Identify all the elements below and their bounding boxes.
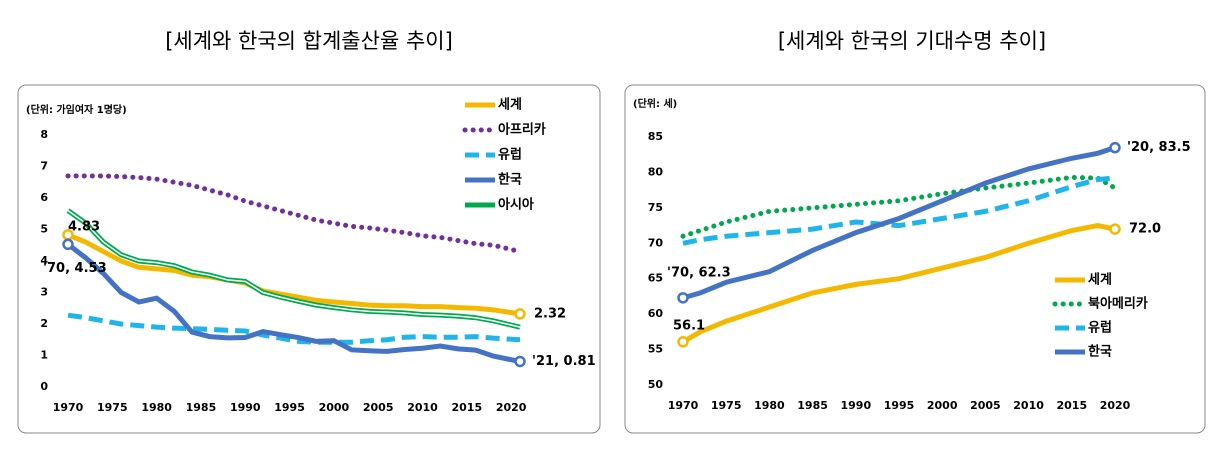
y-tick-label: 2 — [40, 317, 48, 330]
x-tick-label: 2020 — [1100, 399, 1131, 412]
x-tick-label: 1970 — [53, 401, 84, 414]
annotation: '20, 83.5 — [1127, 140, 1191, 155]
y-tick-label: 7 — [40, 160, 48, 173]
legend-label: 세계 — [498, 98, 522, 113]
end-marker — [62, 238, 74, 251]
legend-label: 한국 — [1088, 344, 1112, 360]
series-line — [65, 173, 523, 255]
annotation: '21, 0.81 — [532, 354, 596, 369]
y-tick-label: 8 — [40, 128, 48, 141]
end-marker — [1109, 223, 1121, 235]
y-tick-label: 60 — [648, 307, 664, 320]
annotation: '70, 4.53 — [43, 261, 107, 276]
x-tick-label: 2010 — [407, 401, 438, 414]
x-tick-label: 1990 — [230, 401, 261, 414]
legend-label: 유럽 — [1088, 321, 1112, 336]
annotation: 72.0 — [1129, 222, 1161, 237]
x-tick-label: 1970 — [668, 399, 699, 412]
legend-label: 유럽 — [498, 148, 522, 163]
x-tick-label: 2005 — [363, 401, 394, 414]
series-line — [67, 312, 521, 345]
end-marker — [514, 355, 526, 368]
x-tick-label: 1985 — [797, 399, 828, 412]
legend-label: 한국 — [498, 172, 522, 188]
legend-label: 아프리카 — [498, 122, 546, 138]
legend-label: 아시아 — [498, 197, 534, 213]
annotation: 56.1 — [673, 318, 705, 333]
x-tick-label: 1980 — [754, 399, 785, 412]
annotation: '70, 62.3 — [667, 265, 731, 280]
end-marker — [514, 308, 526, 320]
y-tick-label: 6 — [40, 191, 48, 204]
x-tick-label: 2000 — [319, 401, 350, 414]
chart-frame — [17, 84, 601, 434]
x-tick-label: 2010 — [1013, 399, 1044, 412]
unit-label: (단위: 가임여자 1명당) — [26, 103, 127, 116]
legend-label: 세계 — [1088, 273, 1112, 288]
series-line — [682, 145, 1116, 301]
y-tick-label: 85 — [648, 130, 663, 143]
end-marker — [1109, 141, 1121, 154]
series-line — [66, 242, 521, 364]
y-tick-label: 65 — [648, 272, 663, 285]
y-tick-label: 80 — [648, 165, 664, 178]
chart-title: [세계와 한국의 기대수명 추이] — [778, 29, 1046, 53]
series-line — [680, 174, 1118, 239]
x-tick-label: 2005 — [970, 399, 1001, 412]
y-tick-label: 1 — [40, 349, 48, 362]
x-tick-label: 1975 — [711, 399, 742, 412]
x-tick-label: 2020 — [496, 401, 527, 414]
chart-frame — [624, 84, 1206, 434]
series-line — [681, 223, 1116, 344]
x-tick-label: 1980 — [141, 401, 172, 414]
x-tick-label: 1985 — [186, 401, 217, 414]
series-line — [67, 232, 521, 317]
unit-label: (단위: 세) — [633, 97, 677, 110]
x-tick-label: 1995 — [884, 399, 915, 412]
y-tick-label: 3 — [40, 286, 48, 299]
x-tick-label: 1975 — [97, 401, 128, 414]
y-tick-label: 4 — [40, 254, 48, 267]
x-tick-label: 2000 — [927, 399, 958, 412]
legend-label: 북아메리카 — [1088, 296, 1148, 312]
end-marker — [677, 292, 689, 304]
x-tick-label: 2015 — [452, 401, 483, 414]
end-marker — [677, 336, 689, 348]
annotation: 2.32 — [534, 306, 566, 321]
series-line-inner — [67, 209, 521, 328]
annotation: 4.83 — [68, 219, 100, 234]
chart-title: [세계와 한국의 합계출산율 추이] — [165, 29, 453, 53]
y-tick-label: 0 — [40, 380, 48, 393]
x-tick-label: 1995 — [274, 401, 305, 414]
x-tick-label: 2015 — [1056, 399, 1087, 412]
y-tick-label: 70 — [648, 236, 664, 249]
x-tick-label: 1990 — [840, 399, 871, 412]
y-tick-label: 50 — [648, 378, 664, 391]
y-tick-label: 55 — [648, 343, 663, 356]
y-tick-label: 75 — [648, 201, 663, 214]
series-line — [682, 175, 1116, 246]
y-tick-label: 5 — [40, 223, 48, 236]
